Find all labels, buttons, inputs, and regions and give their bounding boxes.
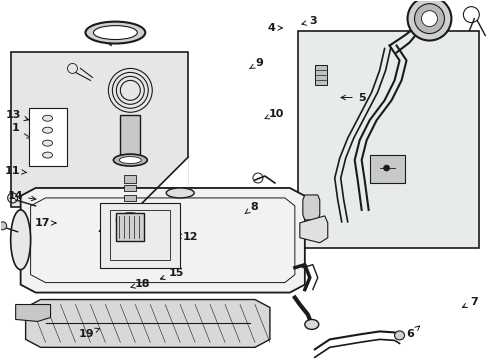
Text: 10: 10	[264, 109, 284, 119]
Text: 8: 8	[244, 202, 258, 213]
Text: 16: 16	[99, 220, 118, 231]
Ellipse shape	[42, 140, 52, 146]
Ellipse shape	[85, 22, 145, 44]
Text: 6: 6	[406, 326, 419, 339]
Polygon shape	[16, 305, 50, 321]
Circle shape	[0, 222, 7, 230]
Text: 13: 13	[5, 111, 29, 121]
Ellipse shape	[113, 154, 147, 166]
Ellipse shape	[42, 152, 52, 158]
Bar	[29, 108, 66, 166]
Ellipse shape	[304, 319, 318, 329]
Bar	[314, 66, 326, 85]
Bar	[124, 175, 136, 183]
Ellipse shape	[42, 115, 52, 121]
Bar	[369, 155, 404, 183]
Ellipse shape	[394, 331, 404, 340]
Text: 17: 17	[34, 218, 56, 228]
Text: 15: 15	[160, 268, 183, 280]
Ellipse shape	[166, 188, 194, 198]
Text: 9: 9	[249, 58, 263, 68]
Circle shape	[383, 165, 389, 171]
Bar	[100, 203, 180, 268]
Bar	[124, 185, 136, 191]
Ellipse shape	[11, 210, 31, 270]
Text: 5: 5	[340, 93, 365, 103]
Polygon shape	[25, 300, 269, 347]
Bar	[120, 115, 140, 155]
Ellipse shape	[42, 127, 52, 133]
Bar	[297, 31, 478, 248]
Circle shape	[414, 4, 444, 33]
Text: 19: 19	[78, 328, 100, 339]
Text: 7: 7	[462, 297, 477, 307]
Text: 18: 18	[131, 279, 149, 289]
Text: 14: 14	[7, 191, 36, 201]
Circle shape	[407, 0, 450, 41]
Text: 12: 12	[177, 232, 198, 242]
Text: 4: 4	[267, 23, 282, 33]
Ellipse shape	[116, 213, 144, 227]
Ellipse shape	[93, 26, 137, 40]
Bar	[124, 195, 136, 201]
Polygon shape	[299, 216, 327, 243]
Text: 11: 11	[5, 166, 26, 176]
Ellipse shape	[119, 157, 141, 163]
Text: 3: 3	[301, 17, 316, 27]
Circle shape	[421, 11, 437, 27]
Bar	[11, 53, 188, 207]
Polygon shape	[20, 188, 304, 293]
Polygon shape	[138, 157, 188, 207]
Bar	[110, 210, 170, 260]
Polygon shape	[302, 195, 319, 220]
Text: 2: 2	[102, 30, 111, 46]
Text: 1: 1	[11, 123, 32, 139]
Bar	[116, 213, 144, 241]
